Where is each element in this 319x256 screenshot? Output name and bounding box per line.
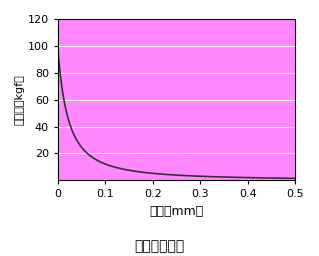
X-axis label: 隙間（mm）: 隙間（mm） xyxy=(149,205,204,218)
Y-axis label: 吸着力（kgf）: 吸着力（kgf） xyxy=(15,74,25,125)
Text: 隙間と吸着力: 隙間と吸着力 xyxy=(134,239,185,253)
